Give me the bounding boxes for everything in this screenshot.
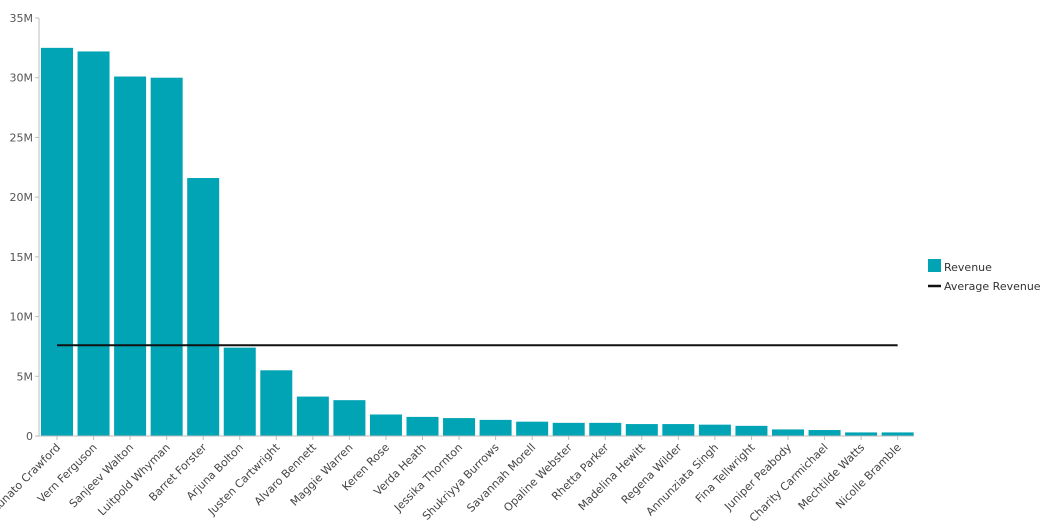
bar[interactable] — [187, 178, 220, 436]
y-tick-label: 20M — [10, 191, 34, 204]
bar[interactable] — [735, 425, 768, 436]
bar-group — [41, 47, 914, 437]
x-tick-label: Juniper Peabody — [721, 441, 794, 514]
y-tick-label: 15M — [10, 251, 34, 264]
bar[interactable] — [808, 430, 841, 436]
bar[interactable] — [443, 418, 476, 436]
bar[interactable] — [625, 424, 658, 436]
bar[interactable] — [772, 429, 804, 436]
y-tick-label: 10M — [10, 311, 34, 324]
y-tick-label: 25M — [10, 131, 34, 144]
bar[interactable] — [662, 424, 695, 436]
x-tick-label: Savannah Morell — [464, 441, 538, 515]
y-axis: 0 5M 10M 15M 20M 25M 30M 35M — [10, 12, 40, 443]
bar[interactable] — [406, 416, 439, 436]
bar[interactable] — [114, 76, 147, 437]
y-tick-label: 5M — [17, 370, 34, 383]
bar[interactable] — [41, 47, 73, 437]
bar[interactable] — [260, 370, 293, 436]
x-tick-label: Mechtilde Watts — [796, 441, 868, 513]
bar[interactable] — [333, 400, 366, 436]
bar[interactable] — [589, 422, 622, 436]
bar[interactable] — [479, 419, 512, 436]
legend-swatch-revenue[interactable] — [928, 259, 941, 272]
bar[interactable] — [845, 432, 878, 436]
x-tick-label: Madelina Hewitt — [576, 440, 649, 513]
legend: Revenue Average Revenue — [928, 259, 1041, 293]
x-tick-label: Nicolle Bramble — [833, 441, 904, 512]
bar[interactable] — [77, 51, 110, 436]
x-tick-label: Alvaro Bennett — [252, 440, 320, 508]
bar[interactable] — [516, 421, 549, 436]
bar[interactable] — [881, 432, 914, 436]
bar[interactable] — [296, 396, 329, 436]
bar[interactable] — [223, 347, 256, 436]
bar[interactable] — [698, 424, 731, 436]
x-tick-label: Maggie Warren — [288, 441, 356, 509]
x-tick-label: Opaline Webster — [501, 441, 575, 515]
x-tick-label: Jessika Thornton — [391, 441, 465, 515]
y-tick-label: 35M — [10, 12, 34, 25]
legend-label-revenue[interactable]: Revenue — [944, 261, 992, 274]
bar[interactable] — [552, 422, 585, 436]
bar[interactable] — [369, 414, 402, 437]
bar[interactable] — [150, 77, 183, 437]
y-tick-label: 30M — [10, 72, 34, 85]
x-tick-label: Sanjeev Walton — [67, 441, 137, 511]
y-tick-label: 0 — [26, 430, 33, 443]
legend-label-average-revenue[interactable]: Average Revenue — [944, 280, 1041, 293]
